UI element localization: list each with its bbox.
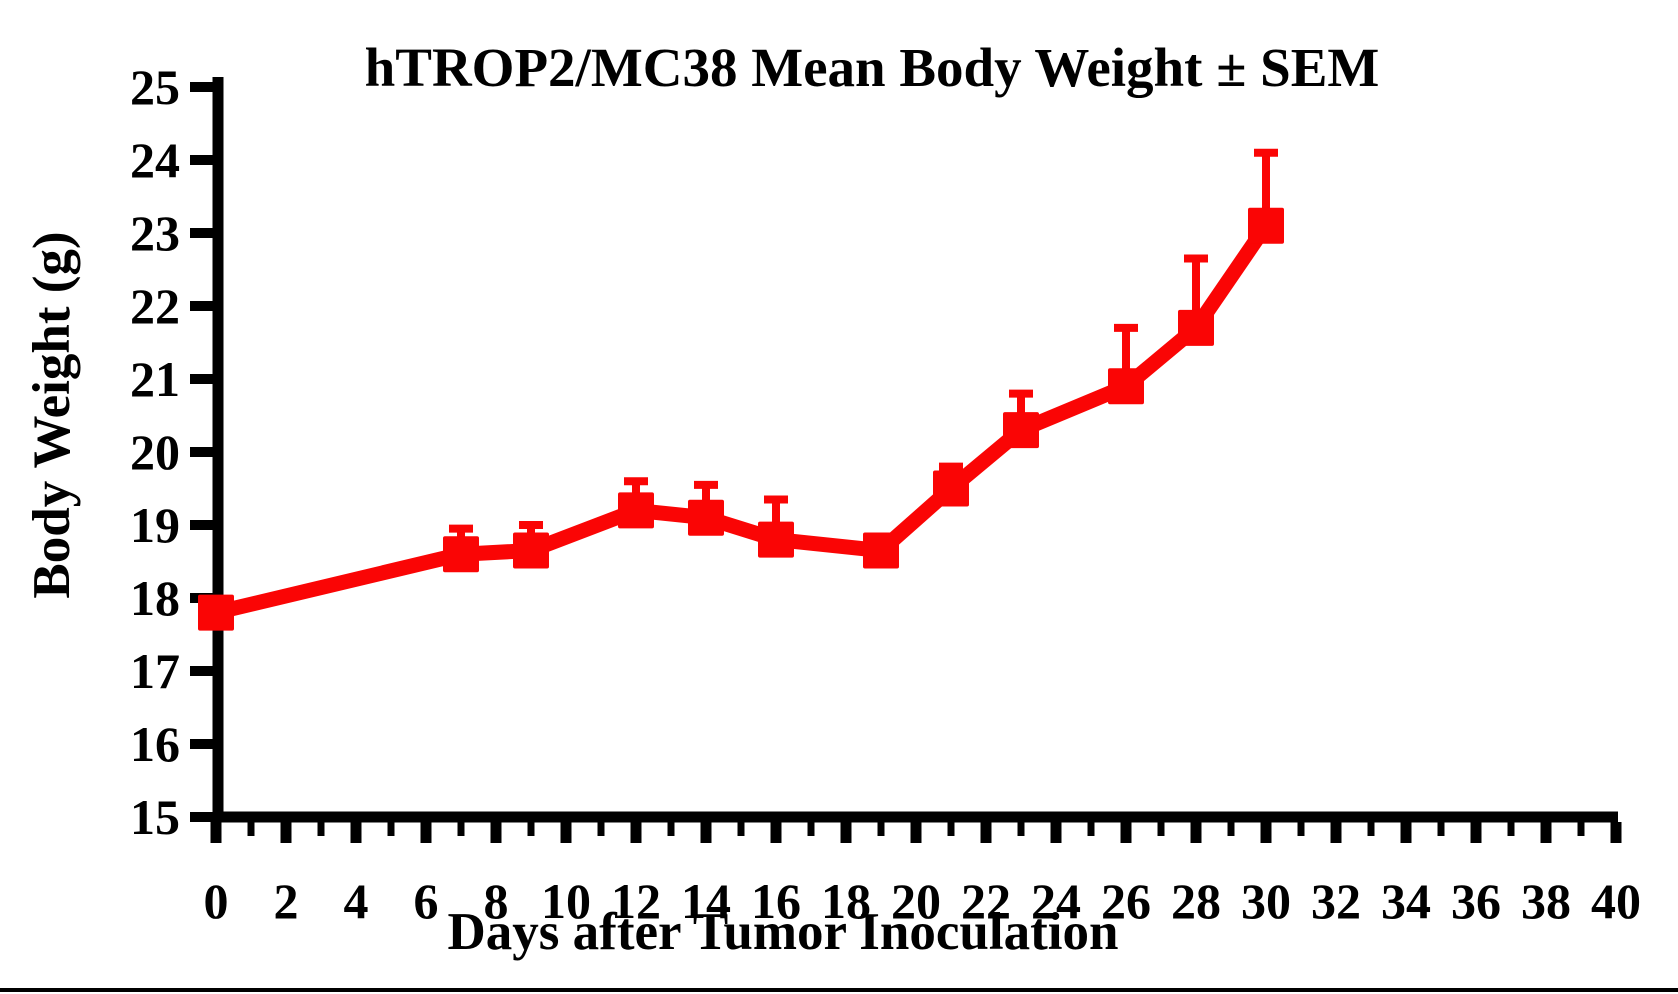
x-tick-label: 4 <box>344 873 369 929</box>
data-point-marker <box>443 536 479 573</box>
data-point-marker <box>1003 412 1039 449</box>
bottom-divider-line <box>0 988 1678 992</box>
y-tick-label: 24 <box>130 132 180 188</box>
data-point-marker <box>198 594 234 631</box>
chart-title: hTROP2/MC38 Mean Body Weight ± SEM <box>364 37 1380 98</box>
x-tick-label: 24 <box>1031 873 1081 929</box>
y-tick-label: 19 <box>130 497 180 553</box>
data-point-marker <box>863 532 899 569</box>
data-point-marker <box>1178 309 1214 346</box>
y-tick-label: 18 <box>130 570 180 626</box>
data-point-marker <box>1108 368 1144 405</box>
x-tick-label: 8 <box>484 873 509 929</box>
x-tick-label: 0 <box>204 873 229 929</box>
x-tick-label: 20 <box>891 873 941 929</box>
data-series-line <box>214 221 1273 620</box>
x-tick-label: 12 <box>611 873 661 929</box>
y-tick-label: 20 <box>130 424 180 480</box>
x-tick-label: 30 <box>1241 873 1291 929</box>
x-tick-label: 16 <box>751 873 801 929</box>
x-axis-title: Days after Tumor Inoculation <box>447 903 1119 961</box>
x-tick-label: 40 <box>1591 873 1641 929</box>
data-point-marker <box>933 470 969 507</box>
x-tick-label: 38 <box>1521 873 1571 929</box>
x-tick-label: 34 <box>1381 873 1431 929</box>
y-tick-label: 25 <box>130 59 180 115</box>
data-point-marker <box>1248 207 1284 244</box>
x-tick-label: 22 <box>961 873 1011 929</box>
data-point-marker <box>513 532 549 569</box>
x-tick-label: 28 <box>1171 873 1221 929</box>
x-tick-label: 10 <box>541 873 591 929</box>
x-tick-label: 2 <box>274 873 299 929</box>
x-tick-label: 36 <box>1451 873 1501 929</box>
y-tick-label: 17 <box>130 643 180 699</box>
y-tick-label: 23 <box>130 205 180 261</box>
y-tick-label: 16 <box>130 716 180 772</box>
x-tick-label: 32 <box>1311 873 1361 929</box>
data-point-marker <box>688 499 724 536</box>
x-tick-label: 26 <box>1101 873 1151 929</box>
y-tick-label: 21 <box>130 351 180 407</box>
data-point-marker <box>618 492 654 529</box>
y-tick-label: 15 <box>130 789 180 845</box>
x-tick-label: 6 <box>414 873 439 929</box>
x-tick-label: 14 <box>681 873 731 929</box>
y-tick-label: 22 <box>130 278 180 334</box>
data-point-marker <box>758 521 794 558</box>
x-tick-label: 18 <box>821 873 871 929</box>
